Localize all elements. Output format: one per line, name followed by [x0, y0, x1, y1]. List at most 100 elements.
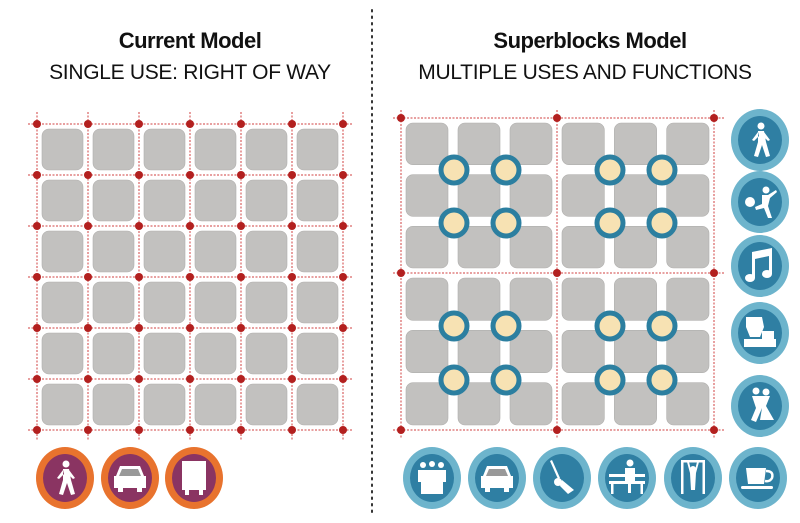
intersection-node: [339, 171, 347, 179]
city-block: [666, 277, 710, 321]
icon-glyph: [550, 460, 574, 494]
city-block: [296, 230, 339, 273]
intersection-node: [288, 273, 296, 281]
city-block: [143, 332, 186, 375]
icon-disc: [738, 178, 782, 226]
car-icon: [468, 447, 526, 509]
city-block: [561, 330, 605, 373]
public-plaza-node: [646, 364, 678, 396]
public-plaza-node: [490, 310, 522, 342]
intersection-node: [33, 171, 41, 179]
city-block: [405, 226, 449, 269]
intersection-node: [553, 114, 561, 122]
intersection-node: [135, 171, 143, 179]
city-block: [194, 230, 237, 273]
intersection-node: [237, 324, 245, 332]
dancing-couple-icon: [731, 375, 789, 437]
icon-glyph: [744, 317, 776, 347]
city-block: [245, 128, 288, 171]
city-block: [296, 179, 339, 222]
intersection-node: [710, 114, 718, 122]
city-block: [41, 230, 84, 273]
intersection-node: [237, 222, 245, 230]
intersection-node: [84, 222, 92, 230]
intersection-node: [339, 273, 347, 281]
icon-glyph: [481, 466, 513, 492]
intersection-node: [186, 426, 194, 434]
intersection-node: [288, 426, 296, 434]
public-plaza-node: [594, 364, 626, 396]
city-block: [457, 122, 501, 165]
city-block: [41, 179, 84, 222]
public-plaza-node: [490, 154, 522, 186]
city-block: [41, 128, 84, 171]
intersection-node: [186, 120, 194, 128]
music-note-icon: [731, 235, 789, 297]
icon-glyph: [741, 468, 774, 489]
city-block: [143, 179, 186, 222]
city-block: [457, 330, 501, 373]
city-block: [92, 230, 135, 273]
icon-glyph: [745, 248, 772, 282]
car-icon: [101, 447, 159, 509]
intersection-node: [135, 273, 143, 281]
public-plaza-node: [646, 310, 678, 342]
intersection-node: [237, 375, 245, 383]
public-plaza-node: [438, 154, 470, 186]
intersection-node: [33, 120, 41, 128]
pedestrian-icon: [731, 109, 789, 171]
public-plaza-node: [646, 207, 678, 239]
intersection-node: [33, 222, 41, 230]
public-plaza-node: [438, 310, 470, 342]
public-plaza-node: [594, 207, 626, 239]
city-block: [457, 174, 501, 217]
city-block: [561, 277, 605, 321]
intersection-node: [84, 171, 92, 179]
intersection-node: [135, 324, 143, 332]
city-block: [509, 226, 553, 269]
city-block: [405, 277, 449, 321]
city-block: [405, 122, 449, 165]
city-block: [92, 281, 135, 324]
city-block: [509, 382, 553, 426]
intersection-node: [339, 222, 347, 230]
icon-glyph: [418, 461, 446, 494]
city-block: [614, 382, 657, 426]
icon-glyph: [751, 387, 774, 422]
icon-disc: [738, 242, 782, 290]
intersection-node: [84, 324, 92, 332]
intersection-node: [339, 375, 347, 383]
coffee-cup-icon: [729, 447, 787, 509]
city-block: [296, 128, 339, 171]
intersection-node: [33, 273, 41, 281]
intersection-node: [33, 324, 41, 332]
intersection-node: [237, 426, 245, 434]
left-title: Current Model: [118, 28, 262, 53]
icon-glyph: [57, 460, 75, 495]
city-block: [92, 332, 135, 375]
public-plaza-node: [646, 154, 678, 186]
city-block: [41, 281, 84, 324]
city-block: [561, 226, 605, 269]
right-subtitle: MULTIPLE USES AND FUNCTIONS: [418, 61, 752, 84]
intersection-node: [84, 426, 92, 434]
intersection-node: [397, 114, 405, 122]
city-block: [296, 383, 339, 426]
city-block: [614, 226, 657, 269]
intersection-node: [186, 324, 194, 332]
intersection-node: [84, 120, 92, 128]
intersection-node: [288, 222, 296, 230]
city-block: [194, 332, 237, 375]
crowd-icon: [403, 447, 461, 509]
city-block: [561, 382, 605, 426]
icon-glyph: [745, 186, 777, 218]
intersection-node: [553, 269, 561, 277]
public-plaza-node: [490, 207, 522, 239]
intersection-node: [135, 375, 143, 383]
icon-glyph: [609, 459, 645, 494]
city-block: [405, 330, 449, 373]
intersection-node: [135, 120, 143, 128]
city-block: [614, 122, 657, 165]
pedestrian-icon: [36, 447, 94, 509]
